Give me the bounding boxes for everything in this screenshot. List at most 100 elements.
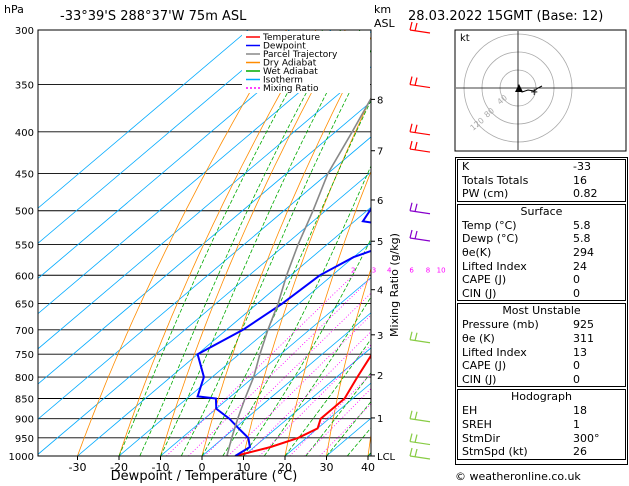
km-tick-label: LCL bbox=[377, 452, 396, 463]
isotherm bbox=[201, 312, 371, 456]
index-value: 925 bbox=[573, 318, 594, 332]
index-row: K -33 bbox=[458, 160, 625, 174]
wind-barb-flag bbox=[414, 22, 418, 32]
dry-adiabat bbox=[243, 96, 371, 456]
wet-adiabat bbox=[305, 372, 371, 456]
wet-adiabat bbox=[160, 30, 361, 456]
mixing-ratio-label: 2 bbox=[351, 266, 355, 274]
mixing-ratio-line bbox=[259, 344, 371, 456]
mixing-ratio-label: 3 bbox=[372, 266, 376, 274]
wind-barb-flag bbox=[414, 332, 418, 341]
mixing-ratio-label: 10 bbox=[437, 266, 446, 274]
wind-barb-flag bbox=[414, 411, 418, 420]
index-row: CAPE (J) 0 bbox=[458, 359, 625, 373]
pressure-tick-label: 800 bbox=[15, 373, 34, 384]
pressure-tick-label: 650 bbox=[15, 300, 34, 311]
wet-adiabat bbox=[284, 338, 371, 456]
wet-adiabat bbox=[139, 30, 341, 456]
wind-barb-flag bbox=[409, 410, 413, 419]
km-tick-label: 2 bbox=[377, 371, 383, 382]
x-tick-label: 30 bbox=[320, 461, 334, 474]
pressure-tick-label: 750 bbox=[15, 350, 34, 361]
copyright: © weatheronline.co.uk bbox=[455, 470, 581, 483]
storm-motion-marker: + bbox=[530, 87, 538, 98]
pressure-tick-label: 300 bbox=[15, 26, 34, 37]
index-row: Lifted Index 24 bbox=[458, 260, 625, 274]
legend-entry: Temperature bbox=[262, 33, 320, 43]
pressure-tick-label: 600 bbox=[15, 271, 34, 282]
index-row: CAPE (J) 0 bbox=[458, 273, 625, 287]
legend-entry: Isotherm bbox=[263, 76, 303, 86]
index-label: θe(K) bbox=[462, 245, 492, 259]
km-tick-label: 4 bbox=[377, 286, 383, 297]
pressure-tick-label: 1000 bbox=[9, 452, 34, 463]
wind-barb bbox=[409, 29, 431, 34]
datetime-title: 28.03.2022 15GMT (Base: 12) bbox=[408, 9, 603, 24]
asl-label: ASL bbox=[374, 17, 396, 30]
index-row: PW (cm) 0.82 bbox=[458, 187, 625, 201]
index-row: CIN (J) 0 bbox=[458, 373, 625, 387]
isotherm bbox=[160, 277, 371, 456]
pressure-tick-label: 950 bbox=[15, 434, 34, 445]
index-label: Dewp (°C) bbox=[462, 232, 519, 246]
km-tick-label: 8 bbox=[377, 95, 383, 106]
mixing-ratio-line bbox=[166, 275, 354, 456]
wind-barb bbox=[409, 131, 431, 136]
mixing-ratio-line bbox=[289, 373, 371, 456]
isotherm bbox=[284, 382, 371, 456]
hodograph-table-section: Hodograph EH 18 SREH 1 StmDir 300° StmSpd (kt)… bbox=[457, 389, 626, 460]
index-label: Pressure (mb) bbox=[462, 318, 539, 332]
isotherm bbox=[38, 30, 371, 315]
index-label: StmDir bbox=[462, 431, 501, 445]
surface-title: Surface bbox=[520, 204, 563, 218]
index-value: 16 bbox=[573, 173, 587, 187]
hodograph-table-title: Hodograph bbox=[511, 390, 572, 404]
index-row: Dewp (°C) 5.8 bbox=[458, 232, 625, 246]
index-value: 0 bbox=[573, 359, 580, 373]
km-label: km bbox=[374, 3, 391, 16]
dry-adiabat bbox=[326, 267, 371, 456]
wind-barb-flag bbox=[409, 433, 413, 442]
wind-barb bbox=[409, 418, 431, 423]
wet-adiabat bbox=[263, 296, 371, 456]
index-row: CIN (J) 0 bbox=[458, 287, 625, 301]
wind-barb-flag bbox=[409, 202, 413, 211]
wet-adiabat bbox=[118, 30, 324, 456]
index-row: Totals Totals 16 bbox=[458, 174, 625, 188]
wind-barb bbox=[409, 339, 431, 344]
isotherm bbox=[38, 136, 371, 420]
isotherm bbox=[243, 347, 371, 456]
x-tick-label: 20 bbox=[278, 461, 292, 474]
km-tick-label: 5 bbox=[377, 237, 383, 248]
index-value: 13 bbox=[573, 345, 587, 359]
x-tick-label: -30 bbox=[69, 461, 87, 474]
mixing-ratio-label: 4 bbox=[387, 266, 392, 274]
wind-barb bbox=[409, 210, 431, 215]
pressure-tick-label: 850 bbox=[15, 394, 34, 405]
index-value: 0 bbox=[573, 273, 580, 287]
km-tick-label: 6 bbox=[377, 196, 383, 207]
wet-adiabat bbox=[222, 164, 371, 456]
index-label: CAPE (J) bbox=[462, 359, 507, 373]
legend-entry: Wet Adiabat bbox=[263, 67, 318, 77]
legend-entry: Dry Adiabat bbox=[263, 59, 317, 69]
legend-box bbox=[242, 31, 370, 93]
wind-barb-flag bbox=[409, 140, 413, 150]
hodograph-kt-label: kt bbox=[460, 33, 470, 44]
wind-barb-flag bbox=[414, 203, 418, 212]
wind-barb-flag bbox=[409, 123, 413, 132]
mixing-ratio-label: 8 bbox=[426, 266, 430, 274]
index-label: CAPE (J) bbox=[462, 273, 507, 287]
legend-entry: Parcel Trajectory bbox=[263, 50, 338, 60]
most-unstable-section: Most Unstable Pressure (mb) 925 θe (K) 311 L… bbox=[457, 303, 626, 388]
index-row: Lifted Index 13 bbox=[458, 346, 625, 360]
index-label: Lifted Index bbox=[462, 345, 527, 359]
dry-adiabat bbox=[201, 36, 371, 456]
wind-barb-flag bbox=[414, 230, 418, 240]
index-row: StmDir 300° bbox=[458, 432, 625, 446]
location-title: -33°39'S 288°37'W 75m ASL bbox=[60, 9, 247, 24]
wind-barb-flag bbox=[409, 21, 413, 31]
wind-barb bbox=[409, 83, 431, 89]
index-row: Pressure (mb) 925 bbox=[458, 318, 625, 332]
